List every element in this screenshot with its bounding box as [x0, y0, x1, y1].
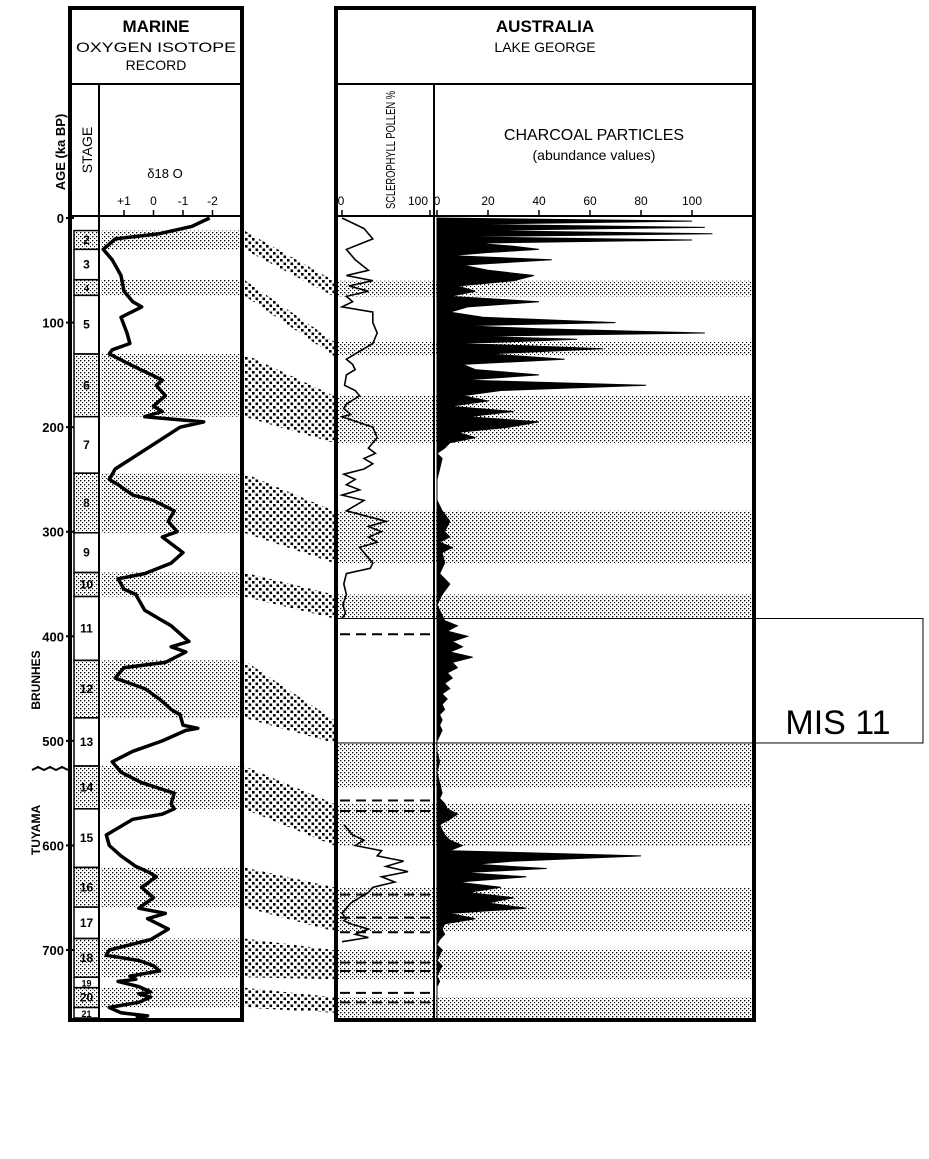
stage-box-7: [73, 415, 100, 474]
stage-label-17: 17: [80, 916, 94, 930]
stage-label-21: 21: [81, 1009, 91, 1019]
reversal-boundary-wavy-line: [31, 765, 69, 772]
stage-box-18: [73, 937, 100, 978]
stage-label-18: 18: [80, 951, 94, 965]
tuyama-label: TUYAMA: [29, 805, 43, 856]
lake-glacial-band: [338, 887, 752, 932]
stage-label-12: 12: [80, 682, 94, 696]
correlation-band: [244, 230, 334, 297]
correlation-band: [244, 867, 334, 932]
charcoal-particles-area: [436, 217, 713, 1018]
oxygen-isotope-line: [101, 216, 211, 1020]
d18o-tick-label: -2: [207, 194, 218, 208]
marine-glacial-band-4: [101, 279, 240, 296]
age-tick-label: 400: [42, 629, 64, 644]
mis11-label: MIS 11: [785, 704, 890, 742]
age-tick-label: 500: [42, 734, 64, 749]
stage-column-label: STAGE: [79, 127, 95, 173]
stage-label-11: 11: [80, 621, 93, 635]
marine-glacial-band-2: [101, 230, 240, 250]
marine-isotope-curve: [101, 216, 211, 1020]
sclerophyll-line-0: [338, 217, 389, 619]
stage-label-10: 10: [80, 578, 94, 592]
age-tick-label: 0: [57, 211, 64, 226]
axes-ticks: 0 100 200 300 400 500 600 700 +1 0 -1 -2 0 100 0 20 40 60…: [42, 194, 702, 958]
stage-label-19: 19: [81, 978, 91, 988]
lake-glacial-band: [338, 510, 752, 564]
correlation-band: [244, 765, 334, 846]
charcoal-tick-label: 0: [434, 194, 441, 208]
brunhes-label: BRUNHES: [29, 650, 43, 709]
stage-label-4: 4: [84, 284, 89, 294]
stage-label-14: 14: [80, 780, 94, 794]
pollen-tick-label: 0: [338, 194, 345, 208]
lake-glacial-band: [338, 395, 752, 443]
stage-label-7: 7: [83, 438, 90, 452]
correlation-band: [244, 938, 334, 980]
australia-title: AUSTRALIA: [496, 17, 594, 36]
stage-column: 2 3 4 5 6 7 8 9 10 11 12 13 14 15 16 17 18 19 20 21: [73, 229, 100, 1019]
correlation-band: [244, 279, 334, 357]
marine-panel-frame: [68, 6, 244, 1022]
sclerophyll-line-1: [340, 823, 409, 943]
stage-label-5: 5: [83, 318, 90, 332]
charcoal-tick-label: 100: [682, 194, 702, 208]
australia-panel-frame: [334, 6, 756, 1022]
marine-subtitle-line1: OXYGEN ISOTOPE: [76, 39, 236, 55]
lake-glacial-band: [338, 280, 752, 297]
d18o-tick-label: 0: [150, 194, 157, 208]
age-tick-label: 700: [42, 943, 64, 958]
stage-label-2: 2: [83, 233, 90, 247]
age-axis-label: AGE (ka BP): [53, 114, 68, 191]
stage-label-20: 20: [80, 991, 94, 1005]
correlation-bands: [244, 230, 334, 1013]
stage-box-8: [73, 472, 100, 534]
stage-label-9: 9: [83, 546, 90, 560]
australia-subtitle: LAKE GEORGE: [494, 39, 595, 55]
stage-label-16: 16: [80, 880, 94, 894]
stage-label-3: 3: [83, 258, 90, 272]
charcoal-axis-sublabel: (abundance values): [533, 147, 656, 163]
correlation-band: [244, 473, 334, 564]
stage-box-15: [73, 808, 100, 869]
lake-glacial-band: [338, 803, 752, 846]
marine-subtitle-line2: RECORD: [126, 57, 187, 73]
correlation-band: [244, 353, 334, 443]
age-tick-label: 200: [42, 420, 64, 435]
marine-glacial-band-16: [101, 867, 240, 908]
lake-glacial-band: [338, 742, 752, 788]
stage-label-6: 6: [83, 378, 90, 392]
pollen-tick-label: 100: [408, 194, 428, 208]
charcoal-tick-label: 80: [634, 194, 648, 208]
age-tick-label: 100: [42, 316, 64, 331]
stage-label-15: 15: [80, 831, 94, 845]
mis11-annotation: MIS 11: [335, 618, 924, 744]
charcoal-tick-label: 60: [583, 194, 597, 208]
correlation-band: [244, 987, 334, 1013]
lake-glacial-band: [338, 594, 752, 619]
stage-label-13: 13: [80, 735, 94, 749]
d18o-tick-label: +1: [117, 194, 131, 208]
delta-o18-label: δ18 O: [147, 166, 182, 181]
d18o-tick-label: -1: [178, 194, 189, 208]
stage-label-8: 8: [83, 496, 90, 510]
charcoal-tick-label: 40: [532, 194, 546, 208]
lake-glacial-band: [338, 997, 752, 1018]
mis11-box: [335, 618, 924, 744]
stage-box-5: [73, 294, 100, 355]
lake-glacial-shading: [338, 280, 752, 1018]
sclerophyll-pollen-curve: [338, 217, 409, 943]
marine-title: MARINE: [122, 17, 189, 36]
correlation-band: [244, 572, 334, 619]
charcoal-tick-label: 20: [481, 194, 495, 208]
correlation-band: [244, 660, 334, 743]
charcoal-abundance-area: [436, 217, 713, 1018]
age-tick-label: 300: [42, 525, 64, 540]
charcoal-axis-label: CHARCOAL PARTICLES: [504, 127, 684, 144]
lake-glacial-band: [338, 950, 752, 980]
age-tick-label: 600: [42, 838, 64, 853]
marine-glacial-band-6: [101, 353, 240, 417]
sclerophyll-axis-label: SCLEROPHYLL POLLEN %: [383, 91, 398, 209]
